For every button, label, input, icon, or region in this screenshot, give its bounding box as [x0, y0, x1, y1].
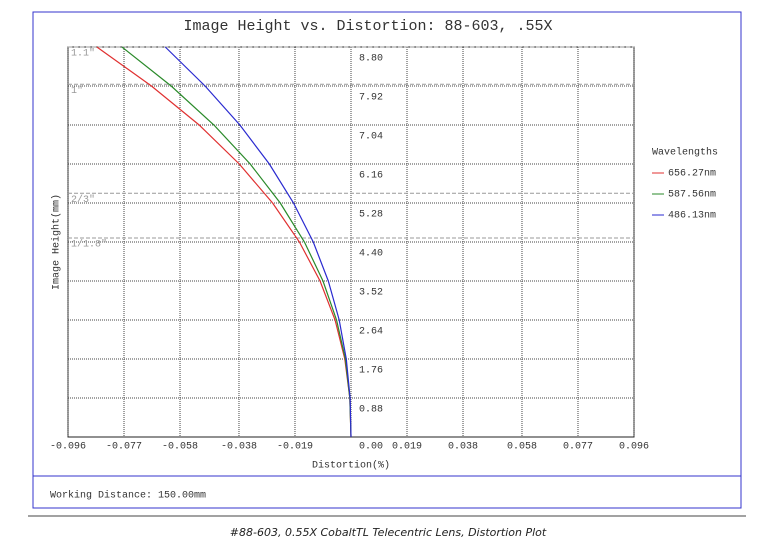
x-tick-label: -0.058	[162, 442, 198, 453]
y-tick-label: 0.88	[359, 405, 383, 416]
legend-label: 656.27nm	[668, 169, 716, 180]
legend-label: 587.56nm	[668, 190, 716, 201]
x-tick-label: 0.058	[507, 442, 537, 453]
x-tick-label: -0.038	[221, 442, 257, 453]
x-tick-label: -0.077	[106, 442, 142, 453]
sensor-label: 1.1"	[71, 48, 95, 60]
x-tick-label: 0.096	[619, 442, 649, 453]
y-tick-label: 8.80	[359, 54, 383, 65]
line	[164, 46, 352, 438]
chart-title: Image Height vs. Distortion: 88-603, .55…	[183, 18, 552, 35]
y-axis-label: Image Height(mm)	[51, 194, 63, 290]
sensor-label: 1"	[71, 85, 83, 97]
x-tick-label: 0.019	[392, 442, 422, 453]
y-tick-label: 7.92	[359, 93, 383, 104]
x-tick-label: -0.019	[277, 442, 313, 453]
legend-label: 486.13nm	[668, 211, 716, 222]
caption: #88-603, 0.55X CobaltTL Telecentric Lens…	[230, 526, 547, 539]
x-tick-label: 0.038	[448, 442, 478, 453]
x-tick-label: 0.00	[359, 442, 383, 453]
y-tick-label: 5.28	[359, 210, 383, 221]
y-tick-label: 7.04	[359, 132, 383, 143]
frame	[32, 11, 742, 509]
x-tick-label: 0.077	[563, 442, 593, 453]
y-tick-label: 1.76	[359, 366, 383, 377]
y-tick-label: 3.52	[359, 288, 383, 299]
line	[121, 46, 352, 438]
y-tick-label: 2.64	[359, 327, 383, 338]
footer: Working Distance: 150.00mm	[50, 490, 206, 502]
sensor-label: 1/1.8"	[71, 239, 107, 251]
y-tick-label: 4.40	[359, 249, 383, 260]
x-tick-label: -0.096	[50, 442, 86, 453]
sensor-label: 2/3"	[71, 194, 95, 206]
x-axis-label: Distortion(%)	[312, 460, 390, 472]
legend-title: Wavelengths	[652, 147, 718, 159]
y-tick-label: 6.16	[359, 171, 383, 182]
